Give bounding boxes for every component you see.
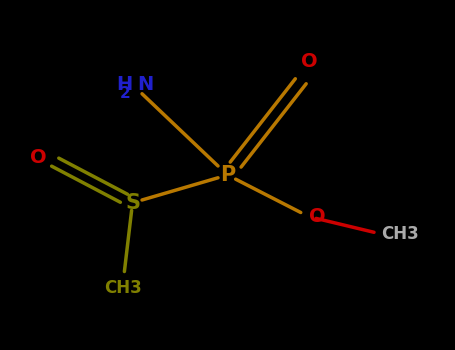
Text: O: O — [30, 148, 46, 167]
Text: CH3: CH3 — [381, 225, 419, 243]
Text: O: O — [309, 207, 325, 226]
Text: P: P — [220, 165, 235, 185]
Text: S: S — [125, 193, 140, 213]
Text: CH3: CH3 — [105, 279, 142, 297]
Text: O: O — [301, 52, 317, 71]
Text: 2: 2 — [120, 86, 130, 101]
Text: H: H — [116, 75, 132, 94]
Text: N: N — [137, 75, 153, 94]
